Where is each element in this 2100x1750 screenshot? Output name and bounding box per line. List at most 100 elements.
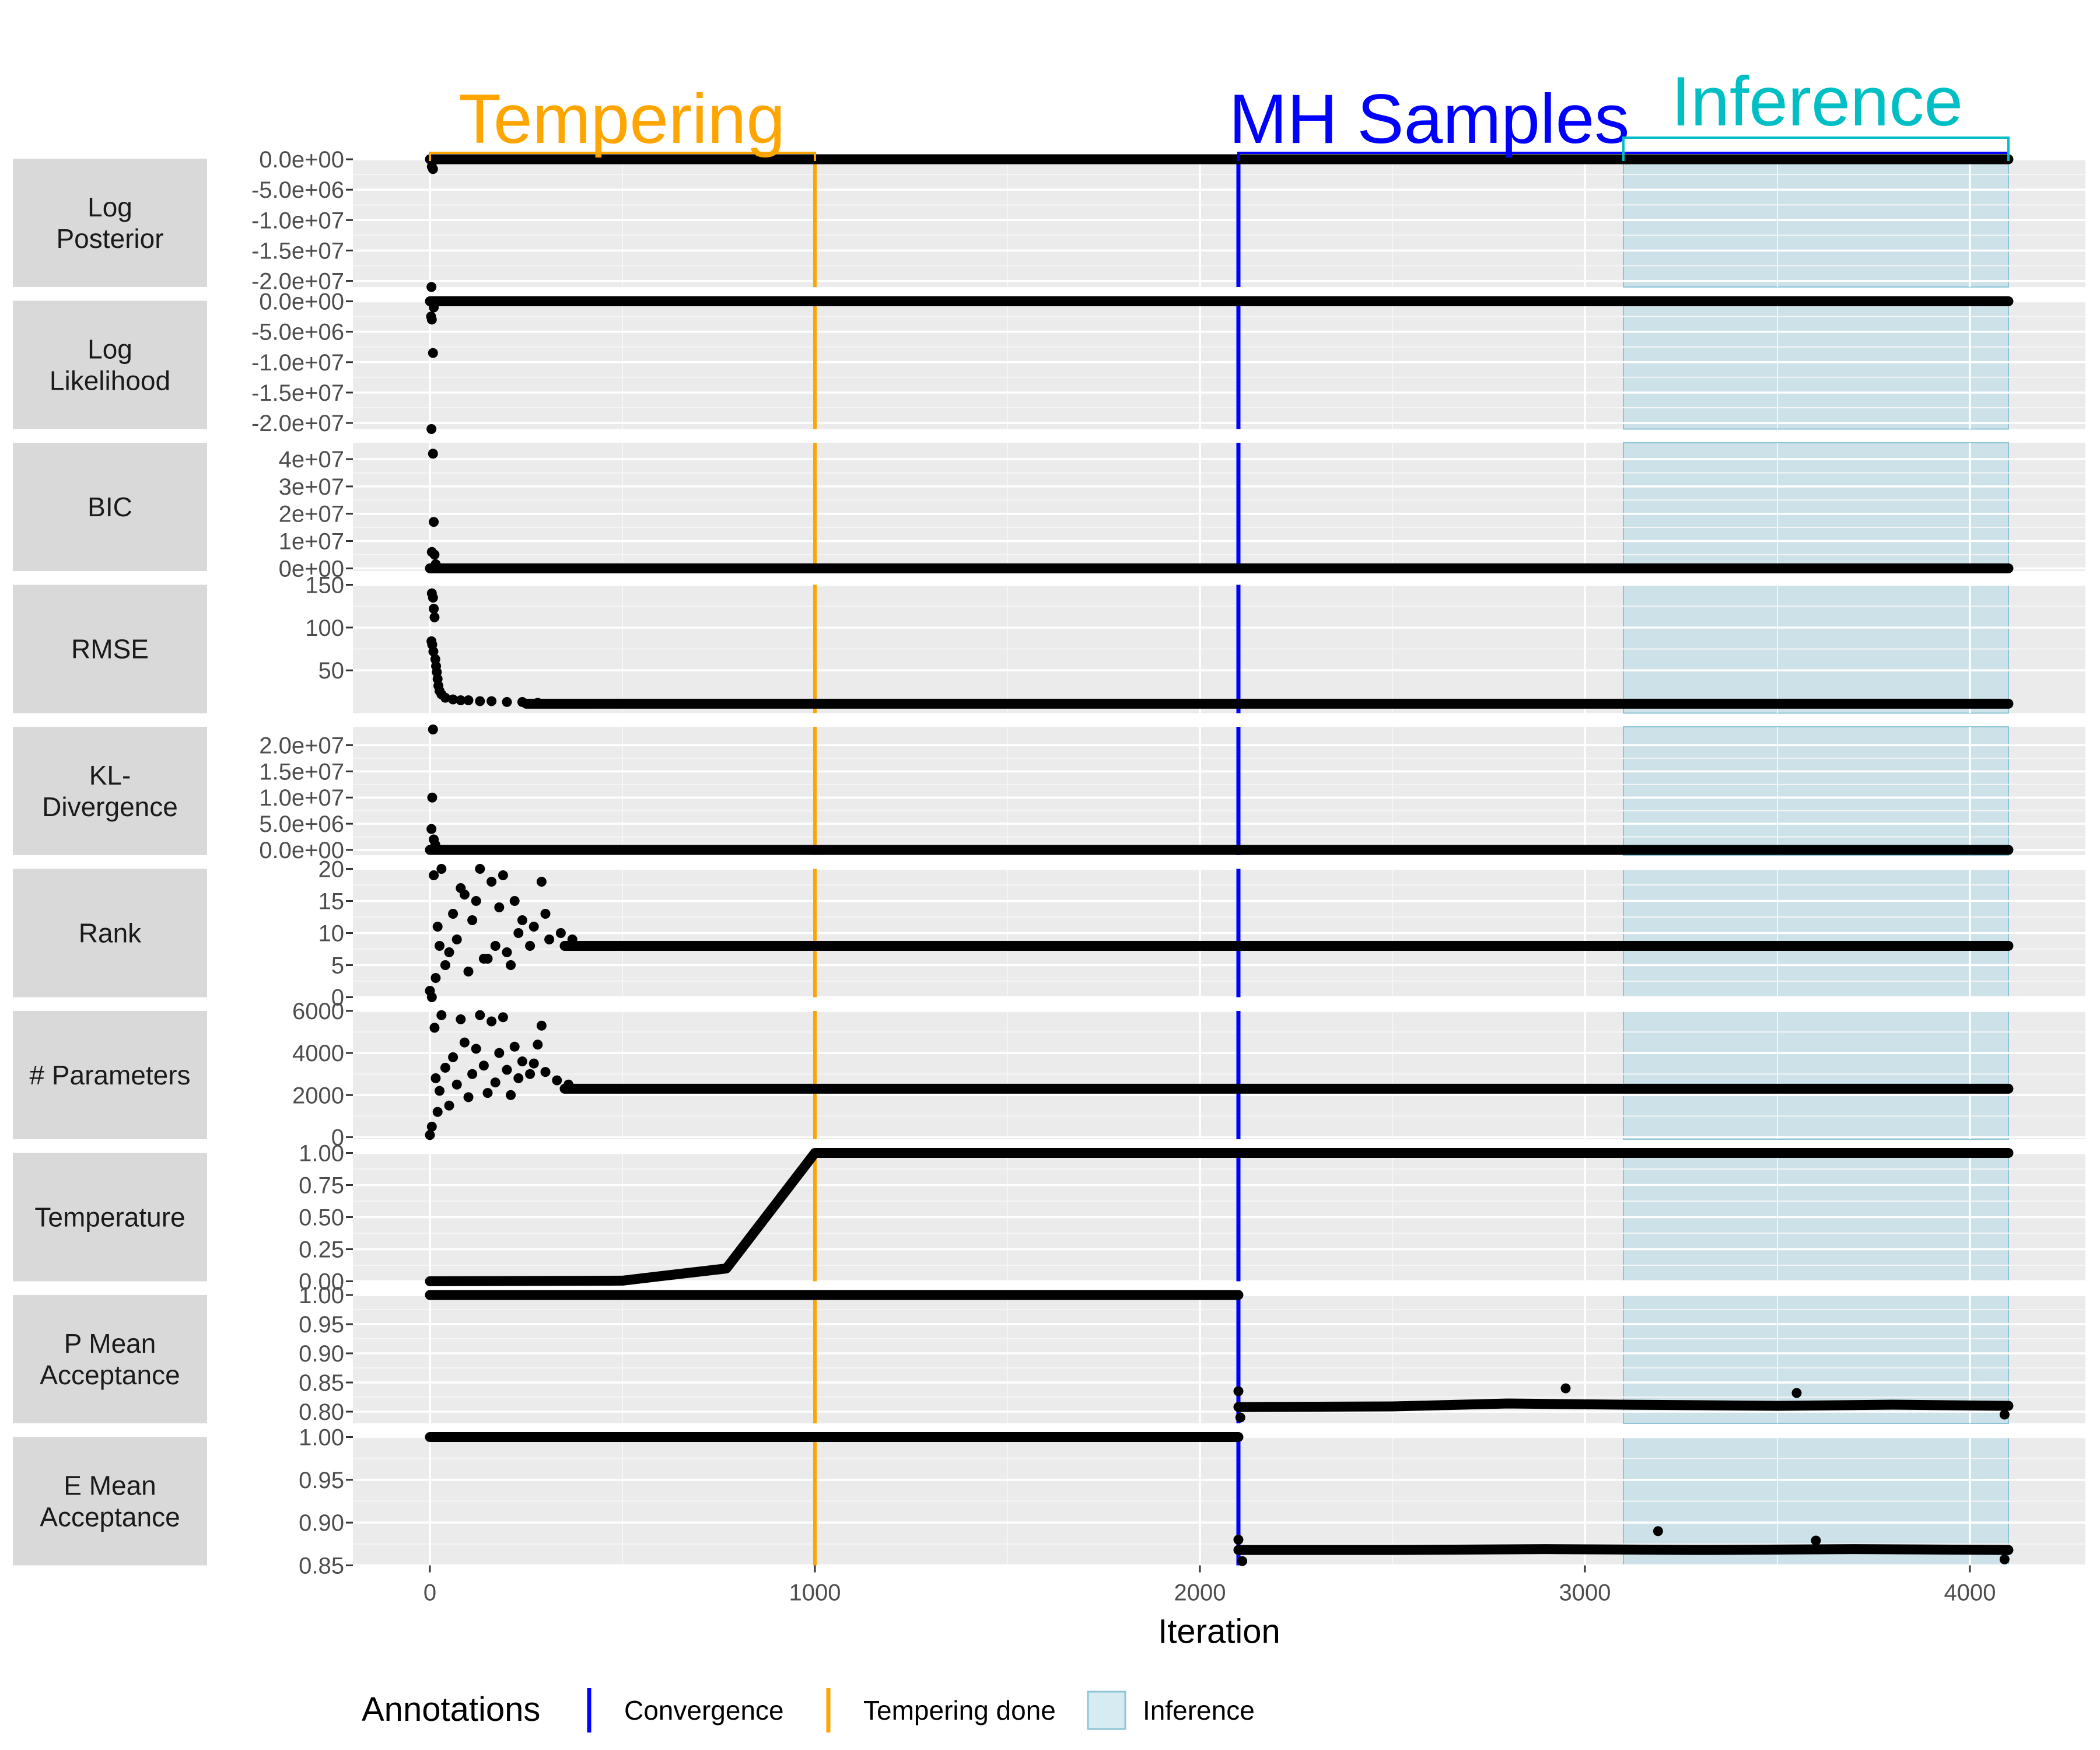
data-point: [506, 1090, 516, 1100]
data-point: [490, 941, 501, 951]
data-point: [432, 922, 443, 932]
y-tick-label: 5: [331, 953, 344, 979]
data-point: [428, 646, 439, 657]
data-point: [517, 696, 527, 707]
y-tick-label: 0.85: [299, 1553, 344, 1579]
data-point: [525, 1069, 536, 1079]
y-tick-label: 6000: [292, 999, 344, 1024]
inference-region: [1623, 726, 2009, 856]
y-tick-label: 1.0e+07: [259, 785, 344, 811]
facet-strip-label: Posterior: [56, 223, 163, 254]
y-tick-label: 0.25: [299, 1237, 344, 1263]
data-point: [494, 902, 505, 912]
facet-strip-label: Acceptance: [40, 1360, 180, 1390]
data-point: [1999, 1554, 2010, 1564]
inference-region: [1623, 158, 2009, 288]
facet-strip-label: # Parameters: [29, 1060, 190, 1090]
y-tick-label: 2e+07: [279, 502, 344, 527]
y-tick-label: -1.0e+07: [251, 350, 344, 376]
phase-label: Tempering: [459, 80, 785, 158]
facet-strip: [13, 869, 207, 998]
data-point: [1237, 1556, 1248, 1566]
data-point: [482, 1088, 493, 1098]
phase-bracket: [429, 152, 816, 161]
x-axis: 0 1000 2000 3000 4000 Iteration: [424, 1565, 1996, 1651]
data-point: [426, 282, 437, 292]
data-point: [429, 517, 439, 527]
data-point: [1233, 1386, 1244, 1396]
data-point: [436, 1010, 447, 1020]
data-point: [448, 694, 459, 705]
data-point: [487, 696, 497, 706]
data-point: [494, 1048, 505, 1058]
inference-region: [1623, 442, 2009, 572]
facet-panel: Rank 0 5 10 15 20: [13, 857, 2085, 1011]
data-point: [426, 424, 437, 434]
data-point: [528, 1058, 539, 1069]
inference-region: [1623, 300, 2009, 430]
x-tick-label: 3000: [1559, 1580, 1611, 1606]
data-point: [513, 1073, 524, 1083]
data-point: [552, 1075, 562, 1086]
data-point: [509, 896, 520, 906]
y-tick-label: 0.90: [299, 1510, 344, 1536]
facet-strip-label: Rank: [79, 918, 142, 949]
data-point: [517, 1056, 527, 1067]
x-axis-label: Iteration: [1158, 1613, 1280, 1651]
data-point: [463, 1092, 474, 1102]
facet-strip-label: Temperature: [34, 1202, 185, 1233]
data-point: [429, 550, 440, 560]
data-point: [425, 1130, 435, 1140]
data-point: [498, 1012, 508, 1023]
phase-label: MH Samples: [1229, 80, 1630, 158]
legend-item: Tempering done: [826, 1688, 1056, 1732]
data-point: [429, 1023, 440, 1033]
data-point: [430, 1073, 441, 1083]
y-tick-label: -1.5e+07: [251, 380, 344, 406]
legend-key: [1087, 1690, 1126, 1730]
data-point: [490, 1077, 501, 1088]
data-point: [435, 1086, 444, 1096]
data-point: [452, 1079, 462, 1090]
y-tick-label: 150: [305, 573, 344, 598]
y-tick-label: -2.0e+07: [251, 269, 344, 295]
data-point: [478, 954, 489, 964]
data-point: [430, 839, 440, 850]
y-tick-label: 0.95: [299, 1312, 344, 1338]
legend: Annotations Convergence Tempering done Infe…: [362, 1688, 1255, 1732]
data-point: [426, 992, 437, 1002]
data-point: [436, 864, 447, 874]
facet-strip: [13, 159, 207, 287]
data-point: [429, 302, 439, 313]
data-point: [452, 935, 462, 944]
y-tick-label: -1.0e+07: [251, 208, 344, 233]
data-point: [426, 314, 437, 325]
data-point: [487, 1016, 497, 1027]
data-point: [426, 824, 437, 834]
data-point: [1235, 1412, 1245, 1423]
facet-strip-label: BIC: [88, 492, 132, 522]
y-tick-label: 100: [305, 615, 344, 641]
y-tick-label: 0: [331, 1125, 344, 1150]
y-tick-label: 0.50: [299, 1205, 344, 1231]
y-tick-label: -2.0e+07: [251, 411, 344, 436]
y-tick-label: 1.00: [299, 1425, 344, 1451]
facet-strip-label: P Mean: [64, 1328, 156, 1359]
facet-strip: [13, 1153, 207, 1282]
data-point: [536, 877, 547, 887]
data-point: [475, 1010, 485, 1020]
y-tick-label: 1e+07: [279, 529, 344, 555]
y-tick-label: -5.0e+06: [251, 320, 344, 345]
data-point: [517, 915, 527, 925]
inference-region: [1623, 1010, 2009, 1140]
data-point: [444, 1100, 454, 1111]
data-point: [506, 960, 516, 970]
facet-panel: Temperature 0.00 0.25 0.50 0.75 1.00: [13, 1141, 2085, 1295]
x-tick-label: 4000: [1944, 1580, 1996, 1606]
y-tick-label: 1.5e+07: [259, 759, 344, 785]
data-point: [487, 877, 497, 887]
y-tick-label: 0.90: [299, 1341, 344, 1367]
